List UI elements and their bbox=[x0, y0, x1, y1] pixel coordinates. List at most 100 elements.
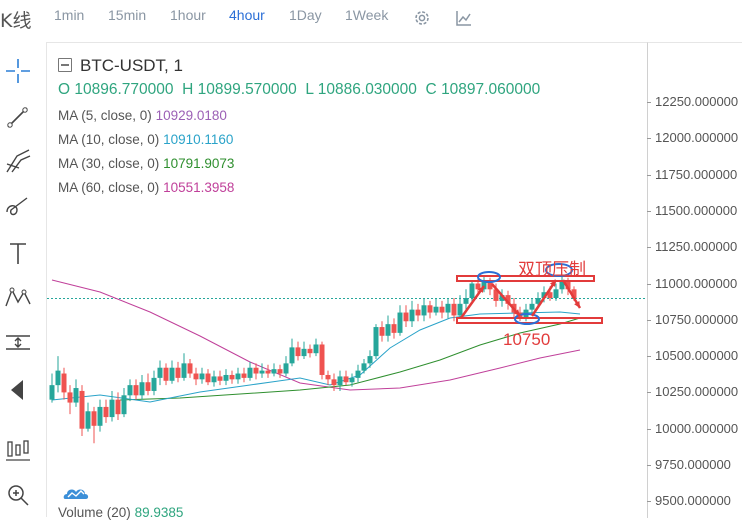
candle-body bbox=[217, 376, 223, 381]
tf-1week[interactable]: 1Week bbox=[345, 7, 389, 23]
candle-body bbox=[97, 406, 103, 426]
price-axis[interactable] bbox=[647, 42, 742, 518]
price-tick: 10750.000000 bbox=[655, 311, 739, 327]
brand-logo-icon bbox=[63, 489, 89, 499]
ma-10-row: MA (10, close, 0) 10910.1160 bbox=[58, 132, 233, 147]
ma-10-label: MA (10, close, 0) bbox=[58, 132, 160, 147]
ma-60-value: 10551.3958 bbox=[163, 180, 235, 195]
arrow-up-2-head bbox=[549, 280, 556, 287]
tf-4hour[interactable]: 4hour bbox=[229, 7, 265, 23]
measure-icon[interactable] bbox=[3, 327, 33, 357]
candle-body bbox=[253, 367, 259, 374]
candle-body bbox=[85, 411, 91, 429]
pitchfork-icon[interactable] bbox=[3, 146, 33, 176]
candle-body bbox=[79, 390, 85, 429]
candle-body bbox=[187, 363, 193, 374]
tf-1min[interactable]: 1min bbox=[54, 7, 85, 23]
candle-body bbox=[529, 303, 535, 310]
indicator-chart-icon[interactable] bbox=[455, 9, 473, 27]
back-arrow-icon[interactable] bbox=[3, 375, 33, 405]
candle-body bbox=[397, 312, 403, 333]
hide-icons-icon[interactable] bbox=[3, 435, 33, 465]
drawing-toolbar bbox=[0, 42, 47, 517]
candle-body bbox=[127, 385, 133, 396]
candle-body bbox=[55, 370, 61, 386]
candle-body bbox=[361, 363, 367, 371]
chart-canvas[interactable] bbox=[47, 42, 647, 518]
collapse-legend-icon[interactable] bbox=[58, 58, 72, 72]
candle-body bbox=[283, 363, 289, 374]
brush-icon[interactable] bbox=[3, 192, 33, 222]
zoom-in-icon[interactable] bbox=[3, 480, 33, 510]
open-value: 10896.770000 bbox=[74, 81, 174, 98]
candle-body bbox=[355, 370, 361, 378]
candle-body bbox=[301, 348, 307, 357]
ma-10-value: 10910.1160 bbox=[163, 132, 234, 147]
candle-body bbox=[547, 292, 553, 299]
top-2-ellipse bbox=[545, 263, 573, 277]
candle-body bbox=[433, 306, 439, 313]
candle-body bbox=[73, 388, 79, 403]
trend-line-icon[interactable] bbox=[3, 102, 33, 132]
ma-5-value: 10929.0180 bbox=[155, 108, 227, 123]
price-tick-mark bbox=[647, 465, 651, 466]
candle-body bbox=[385, 324, 391, 336]
candle-body bbox=[571, 289, 577, 299]
candle-body bbox=[103, 406, 109, 418]
candle-body bbox=[49, 385, 55, 400]
tf-1day[interactable]: 1Day bbox=[289, 7, 322, 23]
volume-value: 89.9385 bbox=[134, 505, 184, 520]
candle-body bbox=[259, 370, 265, 374]
volume-label: Volume (20) bbox=[58, 505, 131, 520]
candle-body bbox=[157, 367, 163, 378]
low-value: 10886.030000 bbox=[317, 81, 417, 98]
candle-body bbox=[505, 295, 511, 304]
close-label: C bbox=[425, 81, 437, 98]
price-tick-mark bbox=[647, 174, 651, 176]
candle-body bbox=[367, 356, 373, 364]
price-tick-mark bbox=[647, 210, 651, 212]
crosshair-icon[interactable] bbox=[3, 56, 33, 86]
price-tick: 11500.000000 bbox=[655, 202, 738, 218]
candle-body bbox=[193, 373, 199, 380]
arrow-down-2-head bbox=[574, 301, 580, 308]
candle-body bbox=[169, 367, 175, 381]
candle-body bbox=[475, 283, 481, 290]
double-top-label: 双顶压制 bbox=[518, 260, 586, 279]
ma-30-label: MA (30, close, 0) bbox=[58, 156, 160, 171]
candle-body bbox=[325, 374, 331, 380]
top-1-ellipse bbox=[477, 271, 501, 283]
candle-body bbox=[109, 399, 115, 418]
candle-body bbox=[265, 370, 271, 374]
open-label: O bbox=[58, 81, 71, 98]
candle-body bbox=[277, 369, 283, 374]
price-tick: 10500.000000 bbox=[655, 348, 739, 364]
candle-body bbox=[241, 373, 247, 378]
candle-body bbox=[307, 348, 313, 354]
candle-body bbox=[235, 373, 241, 380]
candle-body bbox=[499, 295, 505, 301]
candle-body bbox=[205, 373, 211, 383]
pattern-icon[interactable] bbox=[3, 282, 33, 312]
price-tick: 11000.000000 bbox=[655, 275, 738, 291]
price-tick: 11750.000000 bbox=[655, 166, 738, 182]
price-tick: 11250.000000 bbox=[655, 239, 738, 255]
candle-body bbox=[271, 369, 277, 374]
price-tick-mark bbox=[647, 428, 651, 430]
candle-body bbox=[61, 373, 67, 393]
candle-body bbox=[211, 376, 217, 383]
ma-60-label: MA (60, close, 0) bbox=[58, 180, 160, 195]
tf-15min[interactable]: 15min bbox=[108, 7, 147, 23]
high-value: 10899.570000 bbox=[197, 81, 297, 98]
candle-body bbox=[313, 344, 319, 354]
candle-body bbox=[439, 306, 445, 313]
price-tick-mark bbox=[647, 392, 651, 394]
ma-60-line bbox=[51, 279, 581, 391]
text-icon[interactable] bbox=[3, 238, 33, 268]
arrow-up-1-head bbox=[477, 286, 484, 293]
arrow-up-1 bbox=[459, 285, 486, 319]
tf-1hour[interactable]: 1hour bbox=[170, 7, 206, 23]
candle-body bbox=[535, 298, 541, 304]
settings-gear-icon[interactable] bbox=[413, 9, 431, 27]
ohlc-readout: O 10896.770000 H 10899.570000 L 10886.03… bbox=[58, 81, 540, 99]
